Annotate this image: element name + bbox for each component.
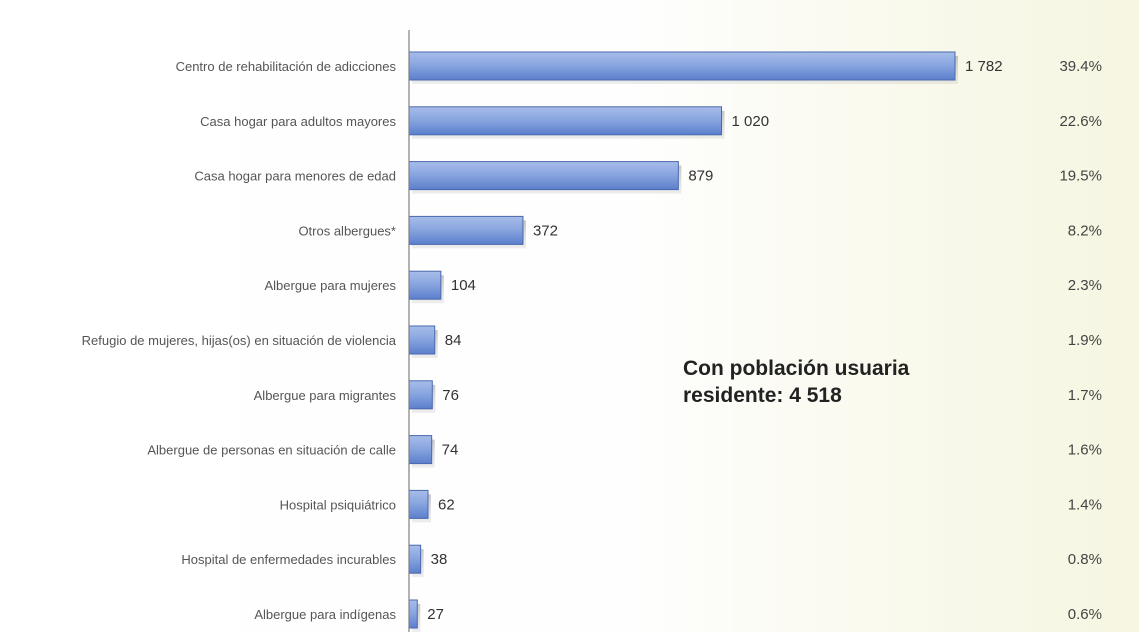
- percent-label: 39.4%: [1059, 58, 1102, 75]
- bar: [408, 544, 422, 574]
- value-label: 1 020: [732, 113, 770, 130]
- percent-label: 19.5%: [1059, 168, 1102, 185]
- category-label: Casa hogar para adultos mayores: [200, 114, 396, 129]
- value-label: 372: [533, 222, 558, 239]
- category-label: Refugio de mujeres, hijas(os) en situaci…: [82, 333, 397, 348]
- category-label: Albergue de personas en situación de cal…: [147, 443, 396, 458]
- annotation-line-1: Con población usuaria: [683, 357, 910, 380]
- value-label: 1 782: [965, 58, 1003, 75]
- percent-label: 0.6%: [1068, 606, 1102, 623]
- bar: [408, 435, 433, 465]
- bar: [408, 489, 429, 519]
- value-label: 27: [427, 606, 444, 623]
- percent-label: 0.8%: [1068, 551, 1102, 568]
- percent-label: 8.2%: [1068, 222, 1102, 239]
- total-annotation: Con población usuaria residente: 4 518: [683, 355, 983, 409]
- percent-label: 1.9%: [1068, 332, 1102, 349]
- value-label: 74: [442, 442, 459, 459]
- value-label: 879: [688, 168, 713, 185]
- bars-group: [408, 51, 958, 632]
- category-label: Casa hogar para menores de edad: [194, 169, 396, 184]
- bar: [408, 215, 524, 245]
- category-label: Albergue para mujeres: [264, 278, 396, 293]
- annotation-line-2: residente: 4 518: [683, 384, 842, 407]
- value-label: 84: [445, 332, 462, 349]
- category-label: Albergue para indígenas: [254, 607, 396, 622]
- category-label: Centro de rehabilitación de adicciones: [176, 59, 397, 74]
- bar: [408, 599, 418, 629]
- value-label: 104: [451, 277, 476, 294]
- bar: [408, 325, 436, 355]
- bar: [408, 270, 442, 300]
- category-label: Hospital de enfermedades incurables: [181, 552, 396, 567]
- value-label: 62: [438, 496, 455, 513]
- category-label: Otros albergues*: [298, 223, 396, 238]
- percent-label: 1.6%: [1068, 442, 1102, 459]
- value-labels: 1 782 1 020 879 372 104 84 76 74 62 38 27: [427, 58, 1002, 623]
- category-label: Albergue para migrantes: [254, 388, 397, 403]
- value-label: 76: [442, 387, 459, 404]
- category-labels: Centro de rehabilitación de adicciones Ca…: [82, 59, 397, 622]
- percent-labels: 39.4% 22.6% 19.5% 8.2% 2.3% 1.9% 1.7% 1.6% 1.4% 0…: [1059, 58, 1102, 623]
- category-label: Hospital psiquiátrico: [280, 497, 396, 512]
- value-label: 38: [431, 551, 448, 568]
- bar: [408, 380, 433, 410]
- percent-label: 22.6%: [1059, 113, 1102, 130]
- percent-label: 1.7%: [1068, 387, 1102, 404]
- bar: [408, 106, 723, 136]
- bar: [408, 51, 956, 81]
- percent-label: 2.3%: [1068, 277, 1102, 294]
- percent-label: 1.4%: [1068, 496, 1102, 513]
- bar: [408, 161, 679, 191]
